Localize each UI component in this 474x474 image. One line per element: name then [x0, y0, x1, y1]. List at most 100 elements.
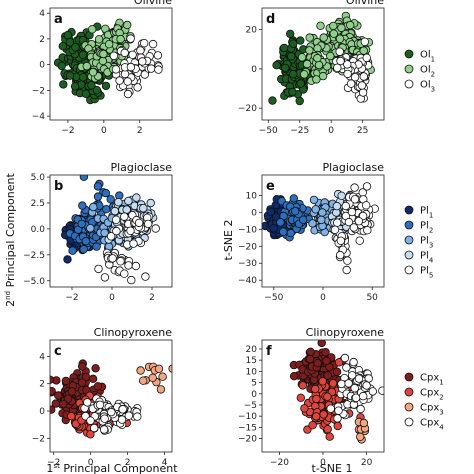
point-f-s4	[350, 384, 359, 393]
point-c-s4	[99, 425, 109, 434]
point-a-s1	[57, 61, 66, 71]
point-d-s1	[296, 79, 305, 88]
point-b-s1	[63, 255, 72, 264]
legend-marker	[404, 250, 414, 260]
point-e-s5	[349, 223, 359, 232]
panel-title-c: Clinopyroxene	[94, 326, 173, 339]
point-b-s2	[106, 195, 115, 204]
y-tick-label-d: 20	[246, 26, 258, 36]
y-tick-label-f: −5	[244, 401, 257, 411]
point-d-s3	[343, 69, 352, 79]
point-a-s2	[99, 49, 108, 59]
point-e-s5	[362, 201, 371, 210]
point-a-s3	[139, 39, 149, 48]
point-e-s5	[355, 236, 364, 245]
point-d-s1	[289, 39, 298, 48]
point-b-s5	[134, 218, 144, 228]
panel-letter-f: f	[266, 344, 272, 359]
point-c-s1	[77, 378, 87, 387]
point-a-s1	[78, 50, 88, 59]
point-d-s1	[268, 96, 277, 105]
point-b-s2	[92, 242, 101, 251]
x-axis-label-pca: 1st Principal Component	[46, 462, 178, 474]
x-tick-label-c: 0	[88, 458, 94, 468]
point-a-s3	[120, 48, 129, 58]
point-a-s1	[70, 82, 80, 91]
legend-label: Ol3	[420, 80, 435, 94]
point-e-s5	[330, 225, 340, 234]
point-c-s1	[67, 387, 77, 396]
legend-label: Cpx2	[420, 388, 444, 402]
point-c-s1	[50, 375, 55, 384]
legend-label: Pl2	[420, 221, 433, 235]
legend-label: Cpx1	[420, 373, 444, 387]
legend-marker	[404, 235, 414, 245]
point-e-s5	[350, 183, 359, 192]
point-c-s4	[89, 423, 99, 433]
point-c-s3	[156, 385, 166, 394]
point-f-s4	[342, 363, 351, 372]
point-c-s4	[100, 414, 109, 423]
point-b-s3	[86, 223, 95, 233]
point-b-s5	[124, 261, 133, 270]
point-f-s2	[325, 432, 334, 441]
point-e-s5	[347, 207, 357, 217]
point-c-s1	[88, 374, 98, 383]
point-c-s1	[51, 399, 60, 408]
point-a-s1	[87, 81, 96, 90]
point-d-s3	[360, 37, 369, 46]
point-a-s2	[88, 67, 98, 77]
point-e-s5	[342, 265, 351, 275]
point-a-s2	[82, 61, 91, 71]
point-c-s3	[148, 373, 157, 382]
x-tick-label-d: −50	[259, 126, 278, 136]
x-tick-label-f: 0	[320, 458, 326, 468]
point-d-s3	[333, 63, 342, 72]
point-f-s4	[354, 374, 364, 383]
y-tick-label-e: 0	[251, 208, 257, 218]
point-a-s3	[126, 62, 136, 72]
point-f-s4	[340, 353, 350, 363]
y-tick-label-f: −15	[238, 423, 257, 433]
legend-marker	[404, 265, 414, 275]
point-e-s5	[333, 218, 342, 227]
y-tick-label-f: 0	[251, 390, 257, 400]
point-a-s1	[101, 81, 111, 91]
point-f-s2	[334, 358, 344, 367]
panel-letter-b: b	[54, 179, 63, 194]
legend-marker	[404, 387, 414, 397]
point-f-s1	[289, 372, 299, 381]
point-b-s4	[110, 206, 120, 216]
point-a-s2	[98, 56, 108, 66]
point-b-s2	[81, 236, 91, 246]
legend-marker	[404, 220, 414, 230]
y-tick-label-a: −2	[32, 86, 45, 96]
point-b-s4	[122, 205, 131, 214]
point-d-s1	[295, 96, 304, 106]
point-c-s1	[91, 364, 100, 373]
point-c-s1	[77, 362, 87, 371]
point-b-s5	[100, 273, 110, 282]
point-b-s4	[132, 193, 141, 202]
x-tick-label-a: 0	[101, 126, 107, 136]
point-f-s4	[348, 371, 357, 380]
point-a-s1	[92, 85, 102, 95]
point-d-s2	[329, 21, 338, 31]
point-d-s2	[302, 59, 312, 69]
point-a-s3	[146, 64, 156, 73]
x-tick-label-e: 0	[320, 293, 326, 303]
point-d-s2	[300, 70, 309, 79]
point-c-s1	[93, 382, 103, 391]
point-d-s2	[312, 75, 321, 84]
point-c-s2	[86, 430, 95, 439]
point-d-s2	[313, 53, 322, 63]
point-d-s2	[318, 71, 328, 81]
point-d-s2	[346, 20, 355, 30]
point-c-s3	[136, 366, 145, 375]
point-f-s4	[334, 406, 343, 415]
y-tick-label-a: 4	[39, 9, 45, 19]
point-a-s1	[59, 80, 68, 89]
